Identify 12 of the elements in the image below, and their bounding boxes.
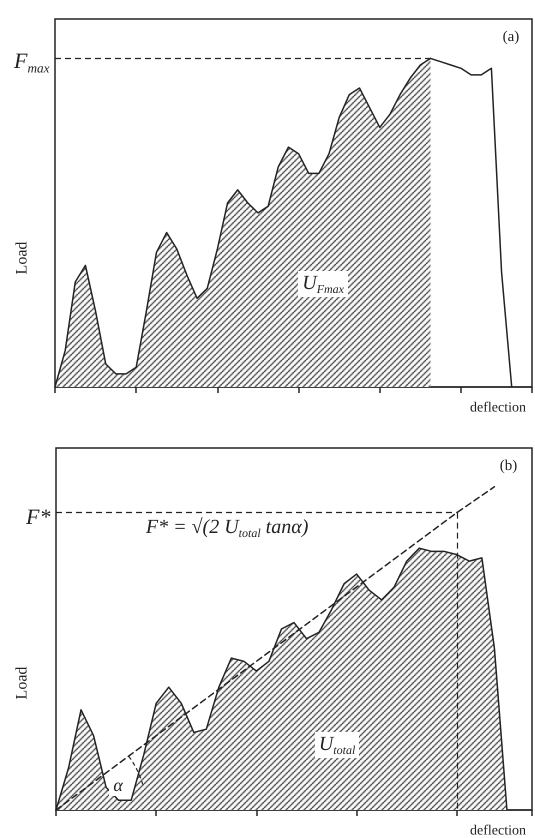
annotation: F* = √(2 U$_{total}$ tanα) — [142, 514, 312, 541]
annotation: U$_{Fmax}$ — [298, 270, 348, 298]
text: (b) — [500, 458, 518, 474]
ref-line-label: F$_{max}$ — [14, 48, 50, 76]
annotation: U$_{total}$ — [314, 732, 360, 758]
x-axis-title: deflection — [470, 824, 526, 838]
text: (a) — [502, 28, 520, 45]
ref-line-label: F* — [26, 504, 50, 529]
x-axis-title: deflection — [470, 400, 526, 416]
annotation: α — [109, 774, 127, 796]
y-axis-title: Load — [12, 242, 30, 275]
y-axis-title: Load — [12, 666, 30, 700]
